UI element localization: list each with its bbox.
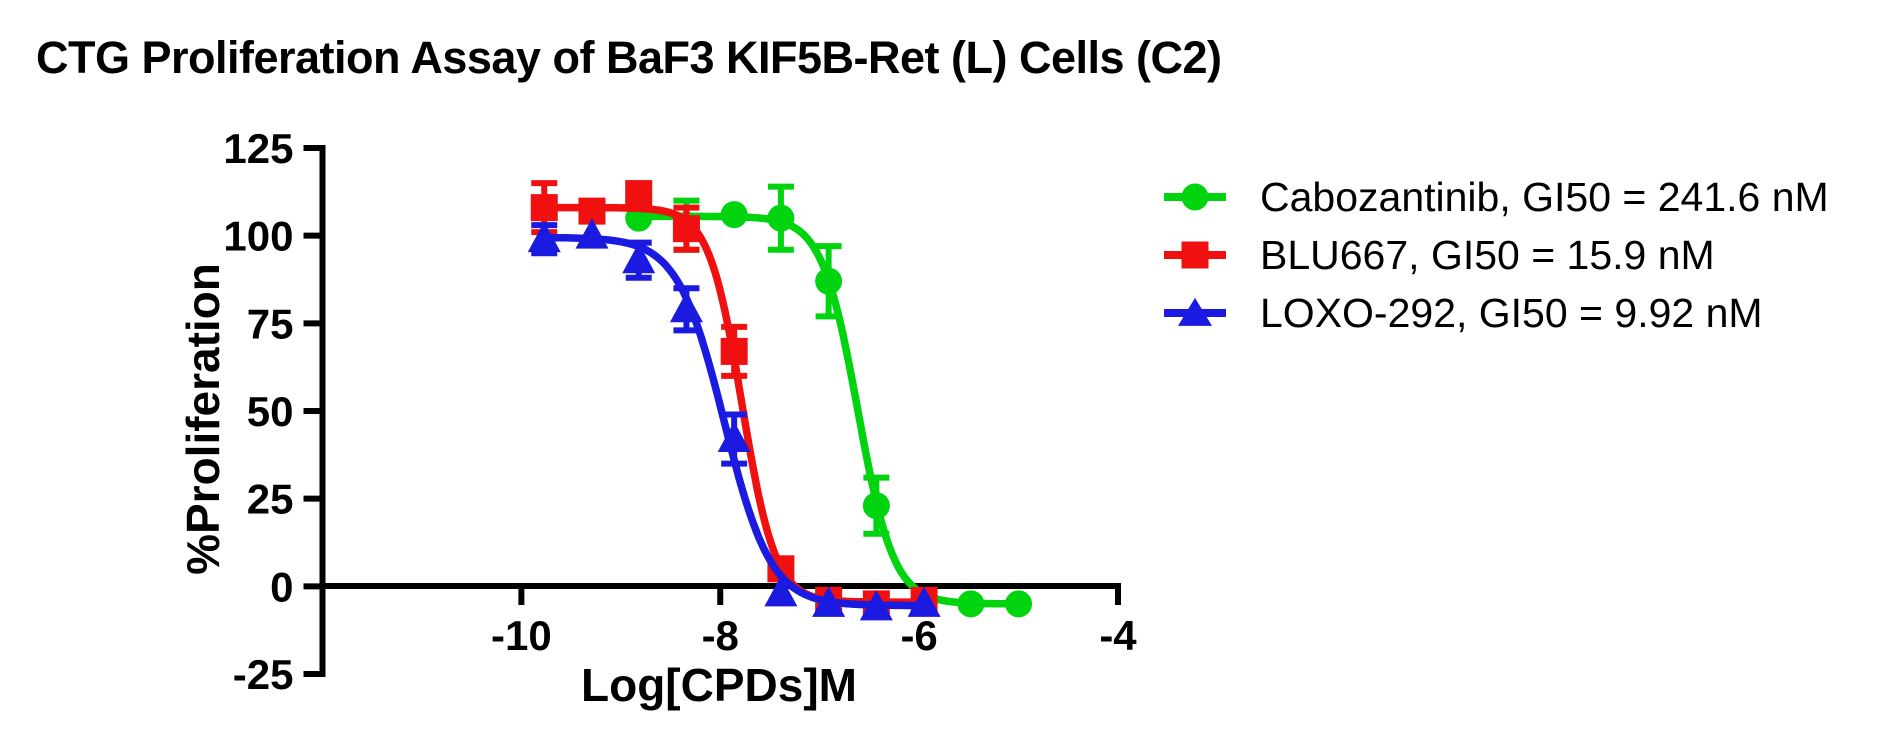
svg-text:100: 100: [223, 213, 293, 260]
svg-text:-25: -25: [233, 651, 294, 698]
chart-title: CTG Proliferation Assay of BaF3 KIF5B-Re…: [36, 32, 1222, 83]
svg-text:75: 75: [247, 300, 294, 347]
legend-row-loxo292: LOXO-292, GI50 = 9.92 nM: [1164, 284, 1829, 342]
svg-text:25: 25: [247, 476, 294, 523]
legend-triangle-marker-icon: [1164, 293, 1226, 333]
legend-label-cabozantinib: Cabozantinib, GI50 = 241.6 nM: [1260, 173, 1829, 220]
svg-text:125: 125: [223, 125, 293, 172]
legend-row-cabozantinib: Cabozantinib, GI50 = 241.6 nM: [1164, 168, 1829, 226]
y-axis-title: %Proliferation: [177, 263, 229, 575]
svg-text:-6: -6: [900, 612, 937, 659]
svg-text:50: 50: [247, 388, 294, 435]
svg-text:-8: -8: [702, 612, 739, 659]
svg-text:0: 0: [270, 563, 293, 610]
legend-row-blu667: BLU667, GI50 = 15.9 nM: [1164, 226, 1829, 284]
x-axis-title: Log[CPDs]M: [581, 659, 857, 711]
legend-label-loxo292: LOXO-292, GI50 = 9.92 nM: [1260, 289, 1763, 336]
svg-text:-10: -10: [491, 612, 552, 659]
svg-text:-4: -4: [1099, 612, 1137, 659]
legend-circle-marker-icon: [1164, 177, 1226, 217]
legend: Cabozantinib, GI50 = 241.6 nM BLU667, GI…: [1164, 168, 1829, 342]
legend-square-marker-icon: [1164, 235, 1226, 275]
legend-label-blu667: BLU667, GI50 = 15.9 nM: [1260, 231, 1715, 278]
